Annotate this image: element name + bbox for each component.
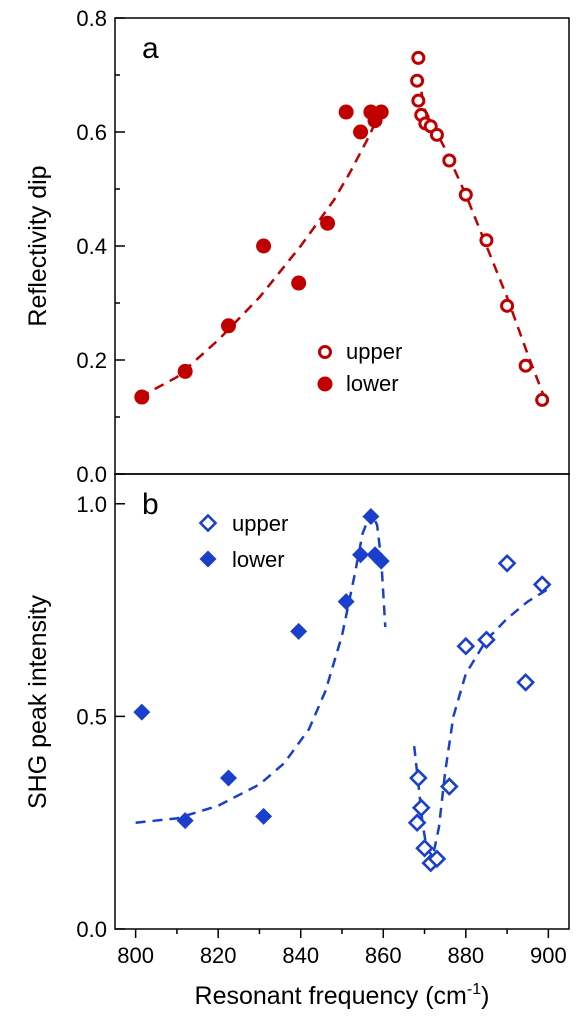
panel-b-frame: [114, 473, 570, 930]
legend-upper-label: upper: [232, 511, 288, 536]
panel-a-letter: a: [142, 32, 159, 65]
data-point-lower: [352, 546, 370, 564]
data-point-upper: [456, 636, 476, 656]
y-tick-label: 0.0: [76, 917, 107, 942]
panel-b-letter: b: [142, 488, 159, 521]
x-tick-label: 900: [530, 943, 567, 968]
x-tick-label: 800: [117, 943, 154, 968]
panel-b-shg: b 0.0 0.5 1.0 800 820 840 860 880 900 upper lowe…: [24, 473, 570, 1010]
panel-b-points: [133, 508, 552, 873]
data-point-lower: [337, 593, 355, 611]
data-point-upper: [497, 553, 517, 573]
legend-lower-marker: [317, 376, 333, 392]
data-point-upper: [535, 392, 550, 407]
panel-a-legend: upper lower: [317, 339, 402, 396]
data-point-lower: [362, 508, 380, 526]
data-point-lower: [134, 389, 150, 405]
data-point-lower: [290, 622, 308, 640]
data-point-lower: [372, 552, 390, 570]
panel-a-points: [134, 50, 550, 407]
data-point-upper: [415, 838, 434, 858]
data-point-upper: [516, 673, 536, 692]
y-tick-label: 1.0: [76, 492, 107, 517]
data-point-lower: [220, 769, 237, 787]
legend-upper-marker: [318, 345, 332, 359]
panel-a-y-ticks: 0.0 0.2 0.4 0.6 0.8: [76, 6, 125, 487]
panel-a-frame: [114, 17, 570, 475]
y-tick-label: 0.4: [76, 234, 107, 259]
data-point-upper: [429, 127, 444, 142]
panel-b-y-label: SHG peak intensity: [24, 595, 52, 809]
panel-b-fits: [135, 509, 550, 860]
y-tick-label: 0.2: [76, 348, 107, 373]
data-point-lower: [353, 124, 369, 140]
data-point-upper: [477, 630, 496, 650]
data-point-lower: [291, 275, 307, 291]
legend-lower-marker: [199, 550, 217, 568]
data-point-upper: [411, 50, 426, 65]
panel-a-y-label: Reflectivity dip: [24, 165, 52, 326]
data-point-lower: [133, 703, 151, 721]
data-point-upper: [532, 575, 552, 594]
data-point-upper: [411, 93, 426, 108]
data-point-lower: [338, 104, 354, 120]
fit-curve-1: [139, 105, 385, 399]
data-point-lower: [177, 363, 193, 379]
data-point-upper: [427, 849, 447, 869]
x-axis-label: Resonant frequency (cm-1): [195, 981, 490, 1010]
data-point-upper: [409, 768, 428, 788]
legend-lower-label: lower: [232, 547, 285, 572]
y-tick-label: 0.0: [76, 462, 107, 487]
x-tick-label: 820: [200, 943, 237, 968]
x-tick-label: 860: [365, 943, 402, 968]
data-point-lower: [176, 812, 194, 830]
x-tick-label: 880: [447, 943, 484, 968]
data-point-upper: [439, 777, 459, 796]
data-point-lower: [256, 238, 272, 254]
y-tick-label: 0.5: [76, 704, 107, 729]
y-tick-label: 0.8: [76, 6, 107, 31]
legend-upper-label: upper: [346, 339, 402, 364]
panel-a-reflectivity: a 0.0 0.2 0.4 0.6 0.8 upper lower Reflectivi…: [24, 6, 570, 487]
legend-lower-label: lower: [346, 371, 399, 396]
data-point-upper: [410, 73, 425, 88]
data-point-upper: [458, 187, 473, 202]
data-point-upper: [479, 233, 494, 248]
data-point-upper: [500, 298, 515, 313]
fit-curve-2: [412, 587, 550, 860]
data-point-lower: [221, 318, 236, 334]
legend-upper-marker: [198, 513, 218, 533]
fit-curve-1: [135, 509, 387, 824]
panel-b-ticks: 0.0 0.5 1.0 800 820 840 860 880 900: [76, 492, 566, 968]
data-point-lower: [320, 215, 336, 231]
panel-b-legend: upper lower: [198, 511, 288, 572]
data-point-lower: [373, 104, 389, 120]
data-point-upper: [407, 813, 427, 833]
x-tick-label: 840: [282, 943, 319, 968]
data-point-upper: [518, 358, 533, 373]
data-point-lower: [255, 807, 273, 825]
data-point-upper: [411, 798, 431, 818]
y-tick-label: 0.6: [76, 120, 107, 145]
data-point-upper: [442, 153, 457, 168]
